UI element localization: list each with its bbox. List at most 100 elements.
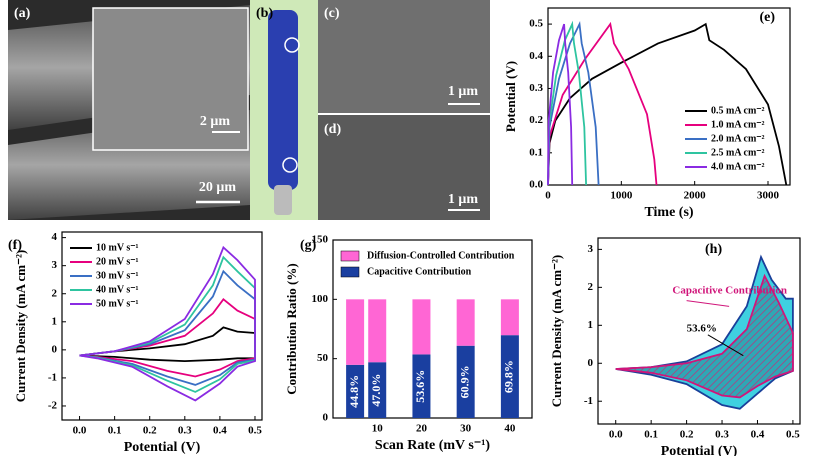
schematic-rod (268, 10, 298, 190)
plot-frame (332, 239, 533, 419)
y-tick-label: 4 (52, 231, 58, 243)
annotation-leader (686, 300, 730, 307)
x-tick-label: 0.1 (644, 429, 658, 441)
sem-image-d (318, 115, 490, 220)
y-tick-label: 0 (52, 343, 58, 355)
bar-segment (500, 335, 519, 418)
x-tick-label: 2000 (684, 190, 707, 202)
y-tick-label: -1 (584, 395, 593, 407)
value-label: 47.0% (369, 374, 383, 407)
x-tick-label: 3000 (757, 190, 780, 202)
x-tick-label: 30 (460, 423, 472, 435)
y-tick-label: 0.2 (529, 114, 543, 126)
annotation: 53.6% (687, 323, 717, 335)
panel-label: (h) (705, 242, 722, 257)
scale-label: 2 μm (200, 114, 230, 129)
series-line (547, 22, 788, 186)
series-line (547, 21, 658, 186)
panel-label: (f) (8, 238, 22, 253)
x-tick-label: 40 (504, 423, 516, 435)
y-tick-label: -2 (48, 400, 58, 412)
legend-label: 30 mV s⁻¹ (96, 270, 139, 281)
value-label: 69.8% (502, 360, 516, 393)
legend-label: 20 mV s⁻¹ (96, 256, 139, 267)
scale-label: 1 μm (448, 84, 478, 99)
legend-swatch (340, 250, 360, 262)
y-tick-label: 1 (588, 319, 594, 331)
marker (282, 157, 298, 173)
x-tick-label: 0 (545, 190, 551, 202)
annotation: Capacitive Contribution (672, 285, 787, 297)
series-line (79, 245, 256, 402)
plot-frame (61, 231, 263, 421)
x-tick-label: 0.5 (248, 425, 262, 437)
x-tick-label: 0.3 (715, 429, 729, 441)
y-tick-label: 0.0 (529, 179, 543, 191)
series-line (547, 20, 587, 186)
y-axis-title: Contribution Ratio (%) (284, 263, 299, 394)
value-label: 53.6% (413, 370, 427, 403)
bar-segment (456, 299, 475, 346)
value-label: 44.8% (347, 375, 361, 408)
x-tick-label: 0.2 (143, 425, 157, 437)
x-tick-label: 1000 (610, 190, 633, 202)
x-tick-label: 0.1 (108, 425, 122, 437)
legend-label: Diffusion-Controlled Contribution (367, 250, 515, 261)
bar-segment (368, 362, 387, 418)
legend-label: 50 mV s⁻¹ (96, 298, 139, 309)
x-tick-label: 0.4 (213, 425, 227, 437)
sem-image-c (318, 0, 490, 113)
y-tick-label: -1 (48, 371, 57, 383)
bar-segment (456, 345, 475, 418)
legend-label: 2.0 mA cm⁻² (711, 133, 765, 144)
x-tick-label: 0.0 (73, 425, 87, 437)
y-tick-label: 0.5 (529, 18, 543, 30)
plot-frame (547, 7, 791, 186)
x-tick-label: 0.5 (786, 429, 800, 441)
series-line (615, 273, 794, 399)
panel-label: (g) (300, 238, 317, 253)
x-tick-label: 20 (416, 423, 428, 435)
y-tick-label: 0.4 (529, 50, 543, 62)
legend-label: 2.5 mA cm⁻² (711, 147, 765, 158)
y-axis-title: Current Density (mA cm⁻²) (549, 255, 564, 407)
x-tick-label: 0.4 (751, 429, 765, 441)
series-line (547, 23, 574, 186)
y-tick-label: 2 (52, 287, 58, 299)
legend-label: 40 mV s⁻¹ (96, 284, 139, 295)
series-line (79, 326, 256, 363)
y-axis-title: Potential (V) (503, 61, 518, 132)
legend-label: 0.5 mA cm⁻² (711, 105, 765, 116)
legend-label: 10 mV s⁻¹ (96, 242, 139, 253)
panel-label: (a) (14, 6, 31, 21)
y-tick-label: 50 (317, 352, 329, 364)
panel-label: (e) (759, 10, 775, 25)
bar-segment (412, 354, 431, 418)
y-axis-title: Current Density (mA cm⁻²) (13, 250, 28, 402)
y-tick-label: 1 (52, 315, 58, 327)
panel-label: (c) (324, 6, 340, 21)
y-tick-label: 150 (312, 234, 329, 246)
annotation-leader (707, 334, 744, 357)
bar-segment (346, 299, 365, 365)
x-axis-title: Scan Rate (mV s⁻¹) (375, 438, 490, 453)
x-tick-label: 0.3 (178, 425, 192, 437)
legend-label: 4.0 mA cm⁻² (711, 161, 765, 172)
x-tick-label: 0.0 (609, 429, 623, 441)
x-axis-title: Time (s) (644, 205, 693, 220)
bar-segment (368, 299, 387, 363)
series-line (547, 20, 600, 186)
bar-segment (500, 299, 519, 336)
plot-frame (597, 237, 801, 425)
scale-label: 1 μm (448, 192, 478, 207)
x-tick-label: 10 (372, 423, 384, 435)
legend-label: Capacitive Contribution (367, 266, 472, 277)
marker (284, 37, 300, 53)
y-tick-label: 100 (312, 293, 329, 305)
y-tick-label: 0.1 (529, 146, 543, 158)
legend-label: 1.0 mA cm⁻² (711, 119, 765, 130)
y-tick-label: 0 (588, 357, 594, 369)
scale-label: 20 μm (199, 180, 236, 195)
sem-inset (92, 7, 249, 151)
